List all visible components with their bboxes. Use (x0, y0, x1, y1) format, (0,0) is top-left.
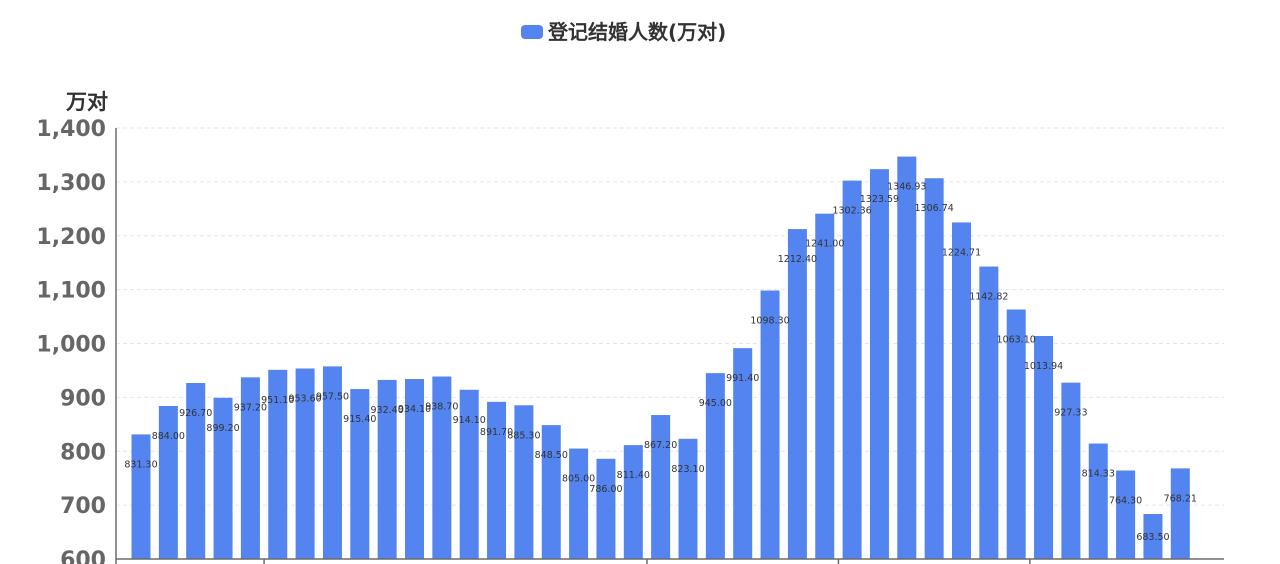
bar (1170, 468, 1190, 559)
data-label: 927.33 (1054, 408, 1087, 419)
data-label: 1323.59 (860, 194, 899, 205)
bar (131, 434, 151, 559)
data-label: 683.50 (1136, 532, 1169, 543)
data-label: 786.00 (589, 484, 622, 495)
y-tick-label: 1,300 (36, 171, 106, 196)
data-label: 932.40 (371, 405, 404, 416)
bar (1006, 309, 1026, 559)
bar (596, 458, 616, 559)
bar (350, 389, 370, 559)
bar (377, 379, 397, 559)
y-tick-label: 1,000 (36, 333, 106, 358)
bar (405, 379, 424, 559)
bar (1061, 382, 1081, 559)
y-tick-label: 800 (60, 440, 106, 465)
data-label: 1063.10 (997, 335, 1036, 346)
legend-label: 登记结婚人数(万对) (547, 20, 726, 44)
x-axis-ticks (263, 559, 1031, 564)
data-label: 899.20 (206, 423, 239, 434)
bar (1116, 470, 1136, 559)
y-tick-label: 700 (60, 494, 106, 519)
data-label: 938.70 (425, 402, 458, 413)
data-label: 991.40 (726, 373, 759, 384)
data-label: 1241.00 (805, 239, 844, 250)
data-label: 885.30 (507, 430, 540, 441)
data-label: 1142.82 (969, 292, 1008, 303)
bar (1143, 514, 1163, 559)
data-label: 764.30 (1109, 495, 1142, 506)
data-label: 926.70 (179, 408, 212, 419)
data-label: 884.00 (152, 431, 185, 442)
bar (787, 229, 807, 559)
bar (322, 366, 342, 559)
data-label: 811.40 (617, 470, 650, 481)
data-label: 945.00 (699, 398, 732, 409)
bar (213, 397, 233, 559)
data-label: 1212.40 (778, 254, 817, 265)
bar (815, 213, 835, 559)
y-axis-unit-label: 万对 (65, 90, 108, 114)
data-label: 937.20 (234, 402, 267, 413)
data-label: 1346.93 (887, 182, 926, 193)
bar (678, 438, 698, 559)
y-tick-label: 600 (60, 548, 106, 564)
legend-swatch (521, 25, 543, 39)
bar (869, 169, 889, 559)
bar (733, 348, 753, 559)
legend[interactable]: 登记结婚人数(万对) (521, 20, 726, 44)
bar (158, 405, 178, 559)
data-label: 1302.36 (832, 206, 871, 217)
y-tick-label: 900 (60, 386, 106, 411)
data-label: 914.10 (453, 415, 486, 426)
y-tick-label: 1,400 (36, 117, 106, 142)
data-label: 1098.30 (750, 316, 789, 327)
bar (541, 425, 561, 559)
bar (651, 415, 671, 559)
data-label: 915.40 (343, 414, 376, 425)
data-label: 848.50 (535, 450, 568, 461)
data-label: 957.50 (316, 391, 349, 402)
bar (705, 373, 725, 559)
data-label: 831.30 (124, 459, 157, 470)
bar (1088, 443, 1108, 559)
data-label: 953.60 (288, 393, 321, 404)
bar (240, 377, 260, 559)
bar (760, 290, 780, 559)
data-label: 867.20 (644, 440, 677, 451)
data-label: 823.10 (671, 464, 704, 475)
bar (268, 369, 288, 559)
data-label: 934.10 (398, 404, 431, 415)
bar (569, 448, 589, 559)
bar (623, 445, 643, 559)
data-label: 1224.71 (942, 247, 981, 258)
bar (487, 401, 507, 559)
bar (295, 368, 315, 559)
y-axis-ticks: 600 700 800 900 1,000 1,100 1,200 1,300 1,400 (36, 117, 106, 564)
data-label: 1306.74 (915, 203, 954, 214)
data-label: 951.10 (261, 395, 294, 406)
y-tick-label: 1,100 (36, 279, 106, 304)
bar (514, 405, 534, 559)
bar (897, 156, 917, 559)
bar (1034, 335, 1054, 559)
data-label: 814.33 (1082, 469, 1115, 480)
bars (131, 156, 1190, 559)
y-tick-label: 1,200 (36, 225, 106, 250)
data-label: 768.21 (1164, 493, 1197, 504)
bar (459, 389, 479, 559)
bar (186, 382, 206, 559)
bar (952, 222, 971, 559)
data-label: 1013.94 (1024, 361, 1063, 372)
data-labels: 831.30 884.00 926.70 899.20 937.20951.10953.… (124, 182, 1197, 543)
bar (979, 266, 999, 559)
bar (432, 376, 452, 559)
data-label: 805.00 (562, 474, 595, 485)
bar (924, 178, 944, 559)
data-label: 891.70 (480, 427, 513, 438)
bar (842, 180, 862, 559)
